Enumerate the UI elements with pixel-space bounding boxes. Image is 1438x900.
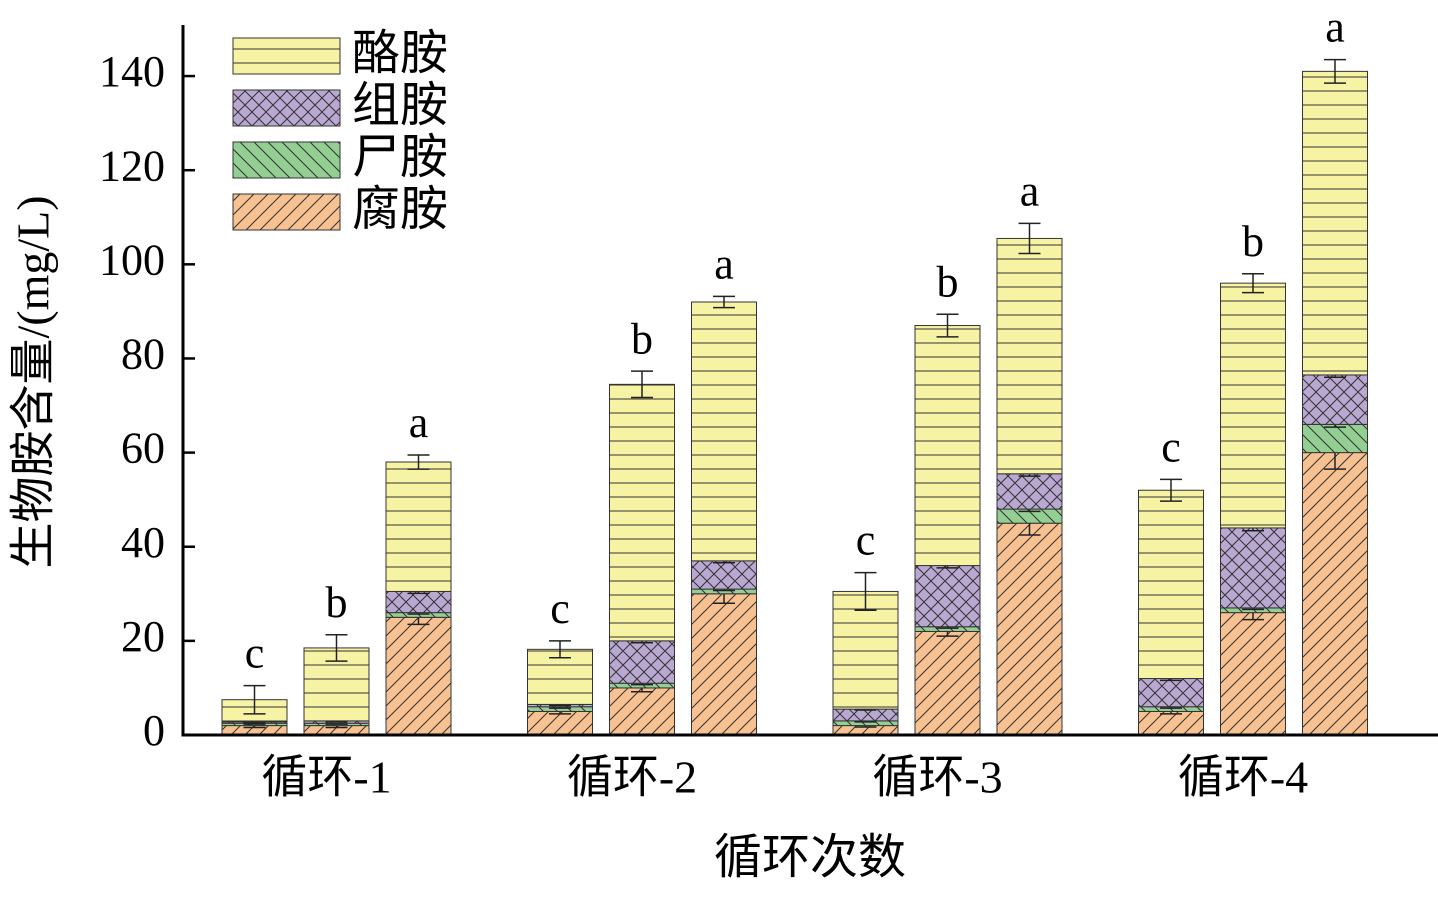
bar-segment <box>914 630 981 736</box>
x-tick-label: 循环-4 <box>1178 752 1308 803</box>
bar-segment <box>1138 489 1204 680</box>
bar-segment <box>1302 374 1368 425</box>
bar-segment <box>691 301 757 562</box>
bar-segment <box>1220 282 1286 529</box>
bar-segment <box>1220 527 1286 609</box>
bar-segment <box>691 593 757 736</box>
error-bar <box>1324 58 1346 84</box>
y-tick-label: 100 <box>99 235 165 284</box>
error-bar <box>243 684 266 715</box>
bar-segment <box>1220 612 1286 736</box>
annotation: a <box>714 239 734 288</box>
error-bar <box>1242 272 1264 294</box>
bar-segment <box>385 461 452 592</box>
x-tick-label: 循环-3 <box>872 752 1002 803</box>
bar-segment <box>1302 70 1368 376</box>
bar-segment <box>914 565 981 628</box>
error-bar <box>549 640 571 659</box>
y-tick-label: 20 <box>121 612 165 661</box>
error-bar <box>325 633 348 662</box>
legend-label: 腐胺 <box>352 183 448 236</box>
error-bar <box>631 370 653 399</box>
annotation: a <box>409 398 429 447</box>
annotation: c <box>550 584 570 633</box>
bar-segment <box>527 710 593 736</box>
y-tick-label: 0 <box>143 706 165 755</box>
annotation: c <box>245 629 265 678</box>
annotation: b <box>937 257 959 306</box>
annotation: c <box>856 516 876 565</box>
bar-segment <box>609 383 675 642</box>
error-bar <box>713 295 735 309</box>
bar-segment <box>609 687 675 736</box>
legend-swatch <box>232 141 341 179</box>
bar-segment <box>1138 678 1204 708</box>
x-tick-label: 循环-1 <box>261 752 391 803</box>
y-axis-label: 生物胺含量/(mg/L) <box>8 195 59 568</box>
legend-label: 尸胺 <box>352 131 448 184</box>
error-bar <box>407 454 430 470</box>
error-bar <box>854 571 877 612</box>
error-bar <box>936 313 959 338</box>
annotation: a <box>1020 166 1040 215</box>
legend-swatch <box>232 37 341 75</box>
annotation: b <box>326 578 348 627</box>
bar-segment <box>1302 423 1368 454</box>
annotation: a <box>1325 3 1345 52</box>
y-tick-label: 120 <box>99 141 165 190</box>
bar-segment <box>832 708 899 722</box>
legend-swatch <box>232 193 341 231</box>
y-tick-label: 80 <box>121 330 165 379</box>
bar-segment <box>996 522 1063 736</box>
bar-segment <box>691 560 757 590</box>
bar-segment <box>832 590 899 710</box>
annotation: b <box>631 314 653 363</box>
legend-label: 组胺 <box>352 79 448 132</box>
x-tick-label: 循环-2 <box>567 752 697 803</box>
bar-segment <box>1138 710 1204 736</box>
bar-segment <box>385 590 452 614</box>
legend-label: 酪胺 <box>352 27 448 80</box>
y-tick-label: 60 <box>121 424 165 473</box>
bar-segment <box>996 473 1063 510</box>
error-bar <box>1018 222 1041 255</box>
bar-segment <box>1302 452 1368 736</box>
bar-segment <box>609 640 675 684</box>
y-tick-label: 40 <box>121 518 165 567</box>
bar-segment <box>996 237 1063 475</box>
bar-segment <box>914 325 981 567</box>
error-bar <box>1160 478 1182 502</box>
annotation: b <box>1242 217 1264 266</box>
annotation: c <box>1161 423 1181 472</box>
bar-segment <box>385 616 452 736</box>
y-tick-label: 140 <box>99 47 165 96</box>
legend-swatch <box>232 89 341 127</box>
x-axis-label: 循环次数 <box>714 831 906 884</box>
